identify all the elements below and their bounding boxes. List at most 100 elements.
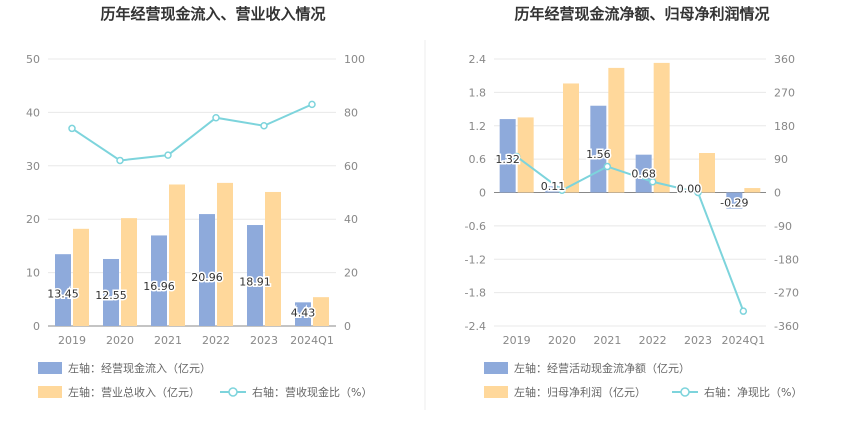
line-point <box>116 156 124 165</box>
line-point <box>648 177 657 186</box>
y-right-tick-label: 0 <box>774 187 781 200</box>
y-left-tick-label: 0.6 <box>469 153 487 166</box>
bar-series-2 <box>73 228 89 326</box>
y-left-tick-label: 40 <box>26 106 40 119</box>
y-right-tick-label: 360 <box>774 53 795 66</box>
bar-series-1 <box>590 105 607 193</box>
line-point <box>512 152 521 161</box>
legend-label-2: 左轴：归母净利润（亿元） <box>514 385 646 399</box>
data-label: 18.91 <box>239 276 271 289</box>
data-label: 0.68 <box>631 167 656 180</box>
bar-series-2 <box>744 188 761 193</box>
legend-swatch-1 <box>484 362 508 374</box>
y-left-tick-label: 1.8 <box>469 86 487 99</box>
bar-series-2 <box>121 218 137 326</box>
y-left-tick-label: -0.6 <box>465 220 486 233</box>
bar-series-2 <box>608 67 625 193</box>
legend-label-3: 右轴：营收现金比（%） <box>252 385 372 399</box>
line-point <box>212 113 220 122</box>
data-label: 13.45 <box>47 287 79 300</box>
bar-series-1 <box>635 154 652 193</box>
y-left-tick-label: -2.4 <box>465 320 486 333</box>
line-point <box>694 188 702 197</box>
line-point <box>260 122 268 130</box>
data-label: 12.55 <box>95 289 127 302</box>
bar-series-2 <box>169 184 185 326</box>
line-point <box>739 307 748 315</box>
y-left-tick-label: 50 <box>26 53 40 66</box>
y-right-tick-label: 100 <box>344 53 365 66</box>
data-label: 1.56 <box>586 148 611 161</box>
x-tick-label: 2023 <box>250 334 278 347</box>
line-point <box>603 162 612 171</box>
data-label: 16.96 <box>143 280 175 293</box>
bar-series-1 <box>55 254 71 326</box>
x-tick-label: 2019 <box>503 334 531 347</box>
chart-title: 历年经营现金流净额、归母净利润情况 <box>514 5 769 23</box>
y-left-tick-label: -1.8 <box>465 287 486 300</box>
x-tick-label: 2024Q1 <box>722 334 766 347</box>
y-left-tick-label: 30 <box>26 160 40 173</box>
y-left-tick-label: -1.2 <box>465 253 486 266</box>
data-label: -0.29 <box>720 197 748 210</box>
y-left-tick-label: 10 <box>26 267 40 280</box>
bar-series-1 <box>726 192 743 209</box>
line-point <box>558 186 566 195</box>
y-left-tick-label: 20 <box>26 213 40 226</box>
x-tick-label: 2021 <box>154 334 182 347</box>
line-series <box>71 103 313 162</box>
line-point <box>68 124 76 133</box>
data-label: 0.11 <box>541 180 566 193</box>
y-right-tick-label: -90 <box>774 220 792 233</box>
bar-series-1 <box>295 302 311 326</box>
bar-series-1 <box>199 214 215 326</box>
y-right-tick-label: -360 <box>774 320 799 333</box>
y-left-tick-label: 0 <box>479 187 486 200</box>
y-right-tick-label: 20 <box>344 267 358 280</box>
y-right-tick-label: 270 <box>774 86 795 99</box>
y-right-tick-label: 0 <box>344 320 351 333</box>
line-point <box>164 151 172 159</box>
data-label: 4.43 <box>291 307 316 320</box>
chart-title: 历年经营现金流入、营业收入情况 <box>100 5 325 23</box>
legend-label-2: 左轴：营业总收入（亿元） <box>68 385 200 399</box>
data-label: 0.00 <box>677 183 702 196</box>
bar-series-1 <box>681 192 697 193</box>
y-left-tick-label: 0 <box>33 320 40 333</box>
x-tick-label: 2020 <box>548 334 576 347</box>
legend-line-marker <box>228 387 238 397</box>
bar-series-1 <box>499 119 516 193</box>
legend-swatch-2 <box>38 386 62 398</box>
line-point <box>308 100 316 109</box>
bar-series-1 <box>151 235 167 326</box>
legend-line-marker <box>680 387 690 397</box>
bar-series-2 <box>699 153 715 193</box>
legend-label-3: 右轴：净现比（%） <box>704 385 802 399</box>
legend-swatch-1 <box>38 362 62 374</box>
y-right-tick-label: -270 <box>774 287 799 300</box>
y-right-tick-label: 80 <box>344 106 358 119</box>
data-label: 1.32 <box>495 153 520 166</box>
y-left-tick-label: 1.2 <box>469 120 487 133</box>
line-series <box>516 155 745 312</box>
bar-series-2 <box>313 297 329 326</box>
x-tick-label: 2022 <box>202 334 230 347</box>
bar-series-2 <box>653 62 670 193</box>
bar-series-2 <box>265 191 281 326</box>
y-right-tick-label: 90 <box>774 153 788 166</box>
bar-series-1 <box>103 258 119 326</box>
x-tick-label: 2019 <box>58 334 86 347</box>
legend-label-1: 左轴：经营现金流入（亿元） <box>68 361 211 375</box>
x-tick-label: 2024Q1 <box>290 334 334 347</box>
legend-label-1: 左轴：经营活动现金流净额（亿元） <box>514 361 690 375</box>
chart-netcash-netprofit: 历年经营现金流净额、归母净利润情况 -2.4 -360 -1.8 -270 -1.2 -18… <box>465 5 803 399</box>
data-label: 20.96 <box>191 271 223 284</box>
bar-series-2 <box>217 182 233 326</box>
bar-series-1 <box>247 225 263 326</box>
x-tick-label: 2022 <box>639 334 667 347</box>
y-right-tick-label: 60 <box>344 160 358 173</box>
y-right-tick-label: 180 <box>774 120 795 133</box>
legend-swatch-2 <box>484 386 508 398</box>
x-tick-label: 2021 <box>593 334 621 347</box>
